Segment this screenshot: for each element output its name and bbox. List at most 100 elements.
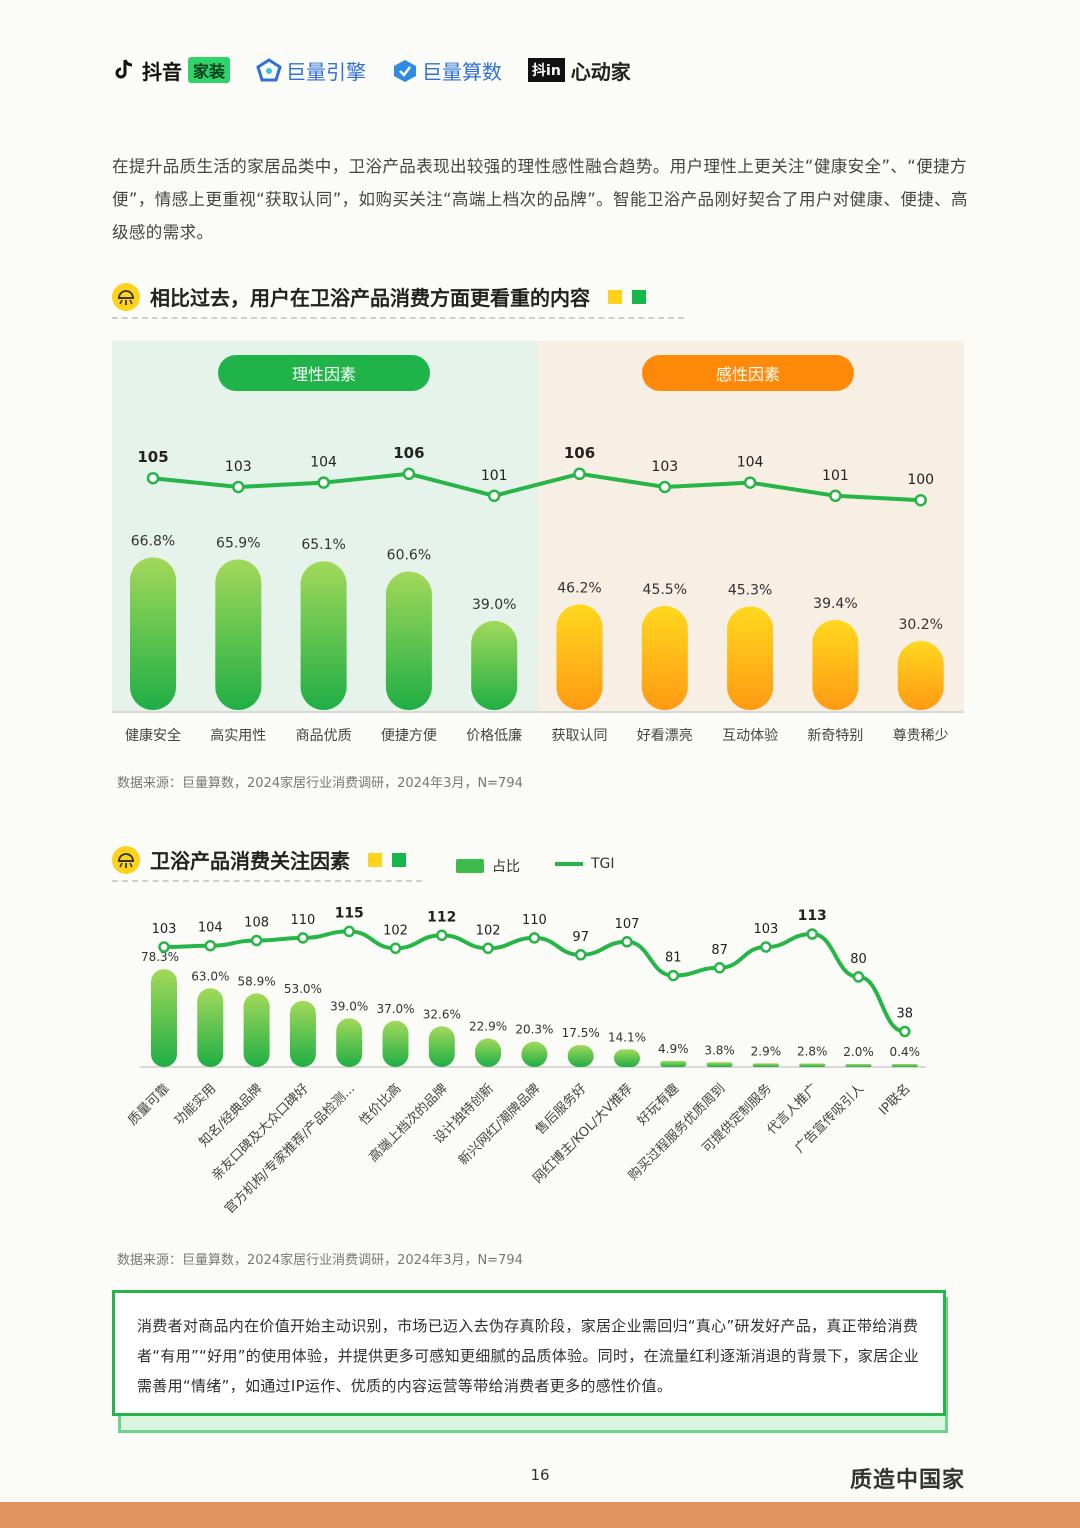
chart1-tgi-point [743,476,757,489]
chart1-tgi-line [152,471,921,503]
chart2-bar [614,1049,640,1067]
chart1-bar-label: 39.4% [813,596,857,612]
chart2-bar-label: 2.0% [843,1045,874,1059]
chart1-category-label: 好看漂亮 [637,727,693,744]
chart2-tgi-point [343,925,355,938]
chart2-bar-label: 32.6% [423,1007,461,1021]
chart1-bar-label: 30.2% [898,617,942,633]
chart2-category-label: 高端上档次的品牌 [366,1081,451,1166]
chart2-tgi-point [389,942,402,955]
footer-brand: 质造中国家 [850,1468,966,1493]
chart1-bar-label: 65.1% [301,537,345,553]
conclusion-text: 消费者对商品内在价值开始主动识别，市场已迈入去伪存真阶段，家居企业需回归“真心”… [137,1317,919,1395]
emotional-group-pill [642,355,854,391]
chart2-bar [799,1063,826,1067]
xindongjia-box: 抖in [528,58,565,82]
chart1-category-label: 便捷方便 [381,728,437,744]
chart1-tgi-label: 101 [481,468,508,484]
lightbulb-icon [112,282,140,311]
chart1-tgi-point [573,467,586,481]
chart1-category-label: 互动体验 [722,728,778,744]
chart2-bar [660,1060,687,1067]
section1-source: 数据来源：巨量算数，2024家居行业消费调研，2024年3月，N=794 [117,776,523,791]
chart2-tgi-label: 102 [383,923,408,938]
chart1-tgi-point [914,493,927,507]
chart2-tgi-label: 110 [522,913,547,928]
chart2-tgi-point [806,928,818,940]
chart2-bar-label: 63.0% [191,969,229,983]
section1-divider [112,317,684,319]
chart2-bar-label: 20.3% [515,1023,553,1037]
chart1-category-label: 获取认同 [552,728,608,744]
chart2-bar-label: 37.0% [376,1002,414,1016]
douyin-logo-tag: 家装 [188,57,231,83]
chart1-tgi-label: 104 [737,455,764,471]
chart2-bar [289,1000,316,1067]
section2-divider [112,880,422,882]
chart1-bar [897,640,944,710]
yellow-square-icon [368,852,382,867]
xindongjia-text: 心动家 [570,59,631,84]
chart1-tgi-label: 106 [393,444,424,462]
chart2-category-label: 功能实用 [172,1081,219,1128]
chart2-tgi-label: 113 [798,908,827,924]
chart1-category-label: 高实用性 [210,727,266,744]
chart2-bar-label: 2.9% [751,1044,782,1058]
chart1-bar [641,606,688,710]
juliang-engine-icon [256,58,282,82]
chart2-bar-label: 4.9% [658,1042,689,1056]
chart1-category-label: 价格低廉 [466,727,522,744]
chart1-bar [812,619,859,710]
chart1-category-label: 新奇特别 [807,727,863,744]
juliang-engine-logo: 巨量引擎 [256,56,366,85]
chart2-bar [243,993,270,1067]
chart1-bar [556,604,603,710]
chart2-tgi-label: 112 [427,909,456,925]
chart2-category-label: 质量可靠 [125,1081,172,1128]
chart2-tgi-label: 108 [244,916,269,931]
chart2-bar [197,988,224,1067]
chart1-tgi-label: 103 [225,459,252,475]
douyin-logo: 抖音 家装 [112,56,231,85]
lightbulb-icon [112,845,140,874]
chart1-bar [471,620,518,710]
chart1-bar [300,561,347,710]
legend-share-swatch [456,859,484,873]
chart1-tgi-point [317,476,330,489]
chart1-tgi-point [487,489,501,503]
rational-group-pill-label: 理性因素 [292,365,356,384]
legend-share-label: 占比 [492,859,520,875]
chart2-category-label: 性价比高 [356,1081,404,1129]
chart1-bar-label: 39.0% [472,597,516,613]
chart1-tgi-label: 100 [907,472,934,488]
chart2-tgi-point [528,932,541,944]
chart2-bar-label: 22.9% [469,1019,507,1033]
juliang-suanshu-logo: 巨量算数 [392,56,502,85]
chart1-tgi-label: 105 [137,448,168,466]
chart2-bar [382,1020,409,1067]
chart1-bar-line: 理性因素 感性因素 66.8% 健康安全 65.9% 高实用性 65.1% 商品优质 60.6%… [112,341,964,744]
chart1-tgi-point [232,480,245,494]
chart2-category-label: 好玩有趣 [635,1081,682,1128]
chart2-tgi-label: 115 [335,905,364,921]
intro-paragraph: 在提升品质生活的家居品类中，卫浴产品表现出较强的理性感性融合趋势。用户理性上更关… [112,157,968,242]
douyin-logo-text: 抖音 [142,59,182,84]
chart2-bar [891,1064,918,1067]
chart2-bar-label: 78.3% [141,950,179,964]
chart2-bar-label: 58.9% [238,974,276,988]
chart1-category-label: 尊贵稀少 [893,727,949,744]
chart2-tgi-label: 38 [897,1007,914,1022]
chart2-bar-label: 2.8% [797,1045,828,1059]
chart2-bar [567,1045,594,1067]
chart1-tgi-point [658,480,672,494]
green-square-icon [632,289,646,304]
chart1-bar-label: 65.9% [216,535,260,551]
chart2-tgi-point [297,932,309,944]
chart2-tgi-label: 102 [476,923,501,938]
chart2-bar [336,1018,363,1067]
page-number: 16 [530,1466,550,1484]
chart2-tgi-line [163,929,906,1034]
juliang-engine-text: 巨量引擎 [286,59,367,84]
chart1-bar-label: 60.6% [387,547,431,563]
chart1-bar-label: 45.3% [728,582,772,598]
